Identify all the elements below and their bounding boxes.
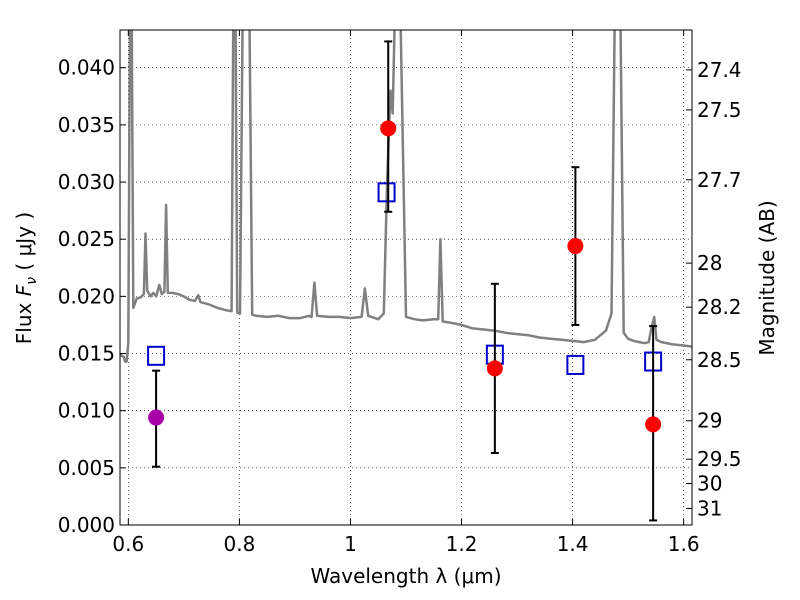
y-tick-label: 0.005 (58, 456, 115, 480)
x-tick-label: 1.2 (446, 532, 478, 556)
observed-point (567, 238, 584, 255)
x-axis-label: Wavelength λ (μm) (310, 564, 501, 588)
y-tick-label: 0.030 (58, 170, 115, 194)
mag-tick-label: 28.5 (697, 348, 742, 372)
mag-tick-label: 27.7 (697, 168, 742, 192)
spectrum-layer (120, 30, 692, 363)
x-tick-label: 1.4 (557, 532, 589, 556)
mag-tick-label: 28 (697, 251, 722, 275)
y-axis-label: Flux Fν ( μJy ) (12, 212, 40, 344)
observed-point (380, 120, 397, 137)
y-tick-label: 0.015 (58, 342, 115, 366)
y-tick-label: 0.020 (58, 284, 115, 308)
y-tick-label: 0.025 (58, 227, 115, 251)
mag-tick-label: 30 (697, 471, 722, 495)
mag-tick-label: 29.5 (697, 447, 742, 471)
mag-tick-label: 29 (697, 409, 722, 433)
spectrum-line (120, 30, 692, 363)
mag-tick-label: 28.2 (697, 295, 742, 319)
mag-tick-label: 27.4 (697, 58, 742, 82)
observed-point (148, 409, 165, 426)
y-tick-label: 0.010 (58, 399, 115, 423)
mag-tick-label: 27.5 (697, 98, 742, 122)
y-tick-label: 0.035 (58, 113, 115, 137)
model-square (147, 345, 166, 366)
y-tick-label: 0.000 (58, 513, 115, 537)
observed-points (148, 40, 662, 522)
x-tick-label: 0.6 (112, 532, 144, 556)
y2-axis-label: Magnitude (AB) (755, 200, 779, 355)
x-tick-label: 1.6 (668, 532, 700, 556)
x-tick-label: 0.8 (223, 532, 255, 556)
axis-ticks: 0.6 0.8 1 1.2 1.4 1.6 0.000 0.005 0.010 0.015 0.02… (58, 30, 742, 556)
mag-tick-label: 31 (697, 496, 722, 520)
model-square (377, 182, 396, 203)
plot-frame (119, 29, 693, 526)
model-square (566, 354, 585, 375)
y-tick-label: 0.040 (58, 56, 115, 80)
observed-point (486, 360, 503, 377)
x-tick-label: 1 (344, 532, 357, 556)
observed-point (645, 416, 662, 433)
